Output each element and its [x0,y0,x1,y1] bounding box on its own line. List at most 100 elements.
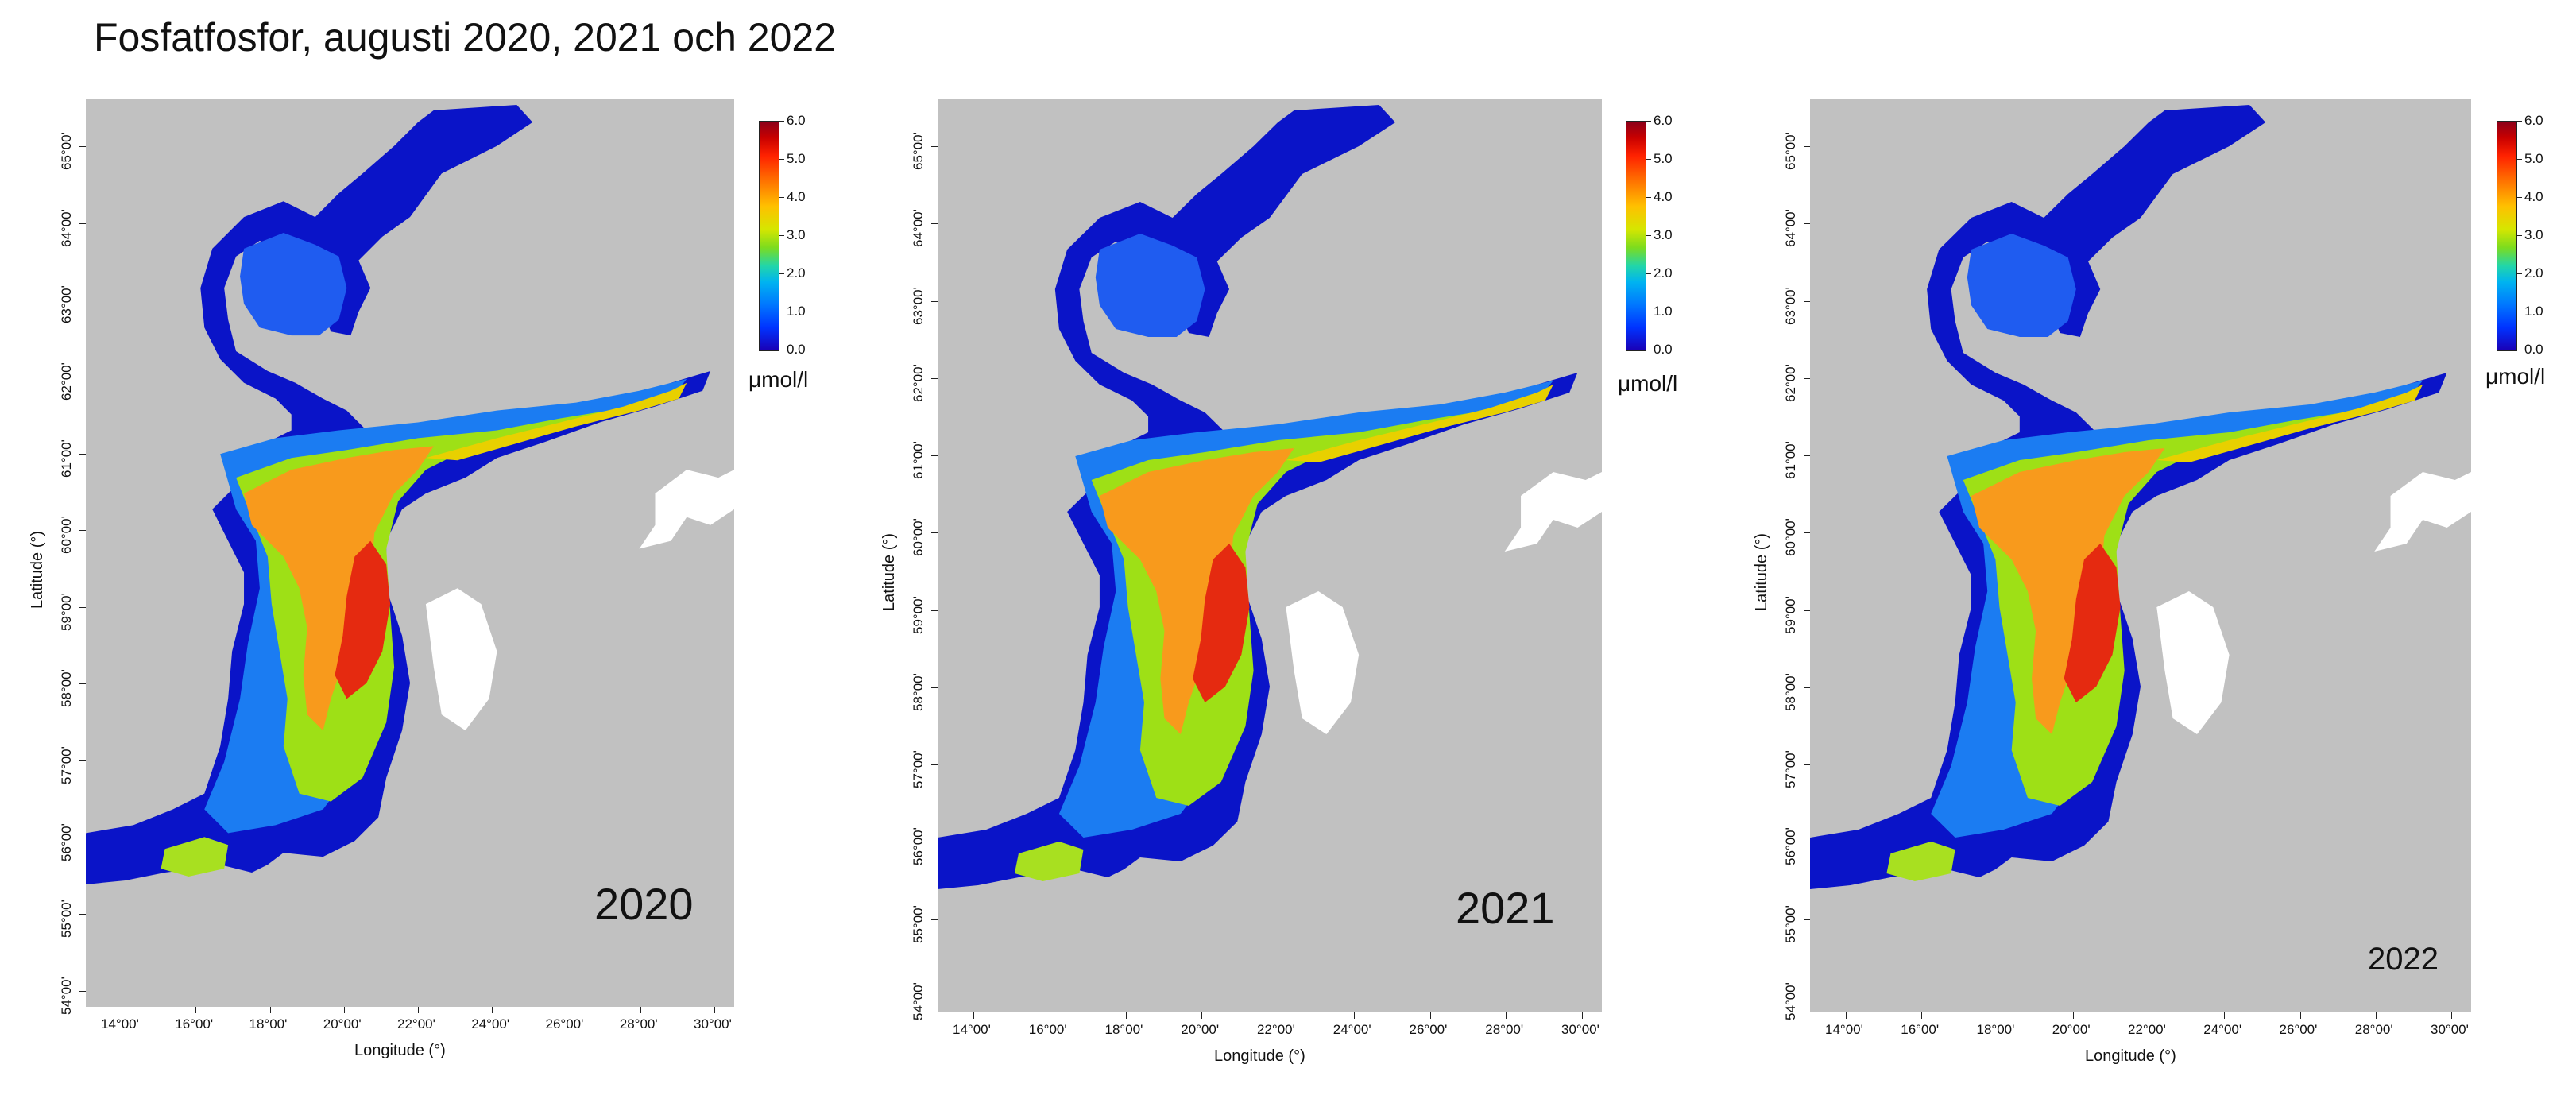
latitude-tick-label: 64°00' [59,208,74,247]
longitude-tick-label: 26°00' [2279,1022,2318,1037]
colorbar [1626,121,1646,351]
latitude-axis-title: Latitude (°) [1753,532,1770,611]
colorbar-tick-label: 6.0 [2524,113,2543,128]
latitude-tick-mark [1804,532,1810,534]
latitude-tick-mark [79,991,86,992]
longitude-axis-title: Longitude (°) [354,1042,446,1059]
colorbar-tick-mark [779,235,784,236]
latitude-tick-label: 59°00' [59,592,74,631]
no-data-area-finland [639,470,734,549]
latitude-tick-mark [79,146,86,147]
longitude-tick-label: 18°00' [1104,1022,1143,1037]
colorbar-tick-mark [1646,273,1651,274]
longitude-tick-mark [1201,1012,1203,1019]
colorbar-unit: μmol/l [1618,371,1678,396]
latitude-tick-label: 63°00' [59,285,74,324]
figure-title: Fosfatfosfor, augusti 2020, 2021 och 202… [94,15,837,60]
latitude-tick-mark [1804,223,1810,225]
latitude-tick-label: 54°00' [911,982,926,1020]
colorbar-tick-mark [779,197,784,198]
longitude-tick-label: 16°00' [1028,1022,1067,1037]
latitude-tick-label: 60°00' [911,518,926,557]
no-data-area-finland [1504,472,1602,552]
colorbar-tick-label: 6.0 [787,113,806,128]
year-label: 2020 [594,879,694,929]
colorbar-tick-mark [2516,121,2522,122]
colorbar-tick-label: 2.0 [787,265,806,281]
latitude-tick-label: 58°00' [911,673,926,711]
colorbar-unit: μmol/l [748,367,809,392]
latitude-tick-mark [1804,300,1810,302]
longitude-tick-label: 20°00' [2052,1022,2091,1037]
longitude-tick-mark [195,1007,197,1013]
colorbar-tick-label: 2.0 [2524,265,2543,281]
longitude-tick-mark [640,1007,641,1013]
longitude-tick-mark [1125,1012,1127,1019]
longitude-tick-mark [1846,1012,1847,1019]
longitude-tick-mark [714,1007,715,1013]
latitude-tick-label: 57°00' [1783,750,1798,789]
latitude-tick-label: 65°00' [59,132,74,170]
longitude-axis-title: Longitude (°) [1214,1047,1305,1065]
colorbar-tick-label: 3.0 [2524,227,2543,242]
latitude-tick-label: 61°00' [59,439,74,478]
longitude-tick-mark [973,1012,974,1019]
latitude-tick-mark [931,300,938,302]
colorbar-tick-label: 3.0 [787,227,806,242]
colorbar-tick-mark [1646,235,1651,236]
latitude-tick-label: 54°00' [59,977,74,1015]
longitude-tick-mark [2451,1012,2452,1019]
latitude-tick-mark [79,530,86,532]
longitude-tick-label: 20°00' [1181,1022,1220,1037]
latitude-tick-label: 65°00' [911,132,926,170]
colorbar-tick-label: 4.0 [1654,189,1673,204]
latitude-tick-mark [1804,764,1810,766]
colorbar [759,121,779,351]
latitude-tick-label: 61°00' [1783,441,1798,480]
longitude-tick-mark [1353,1012,1355,1019]
longitude-tick-label: 22°00' [2128,1022,2166,1037]
longitude-tick-mark [1429,1012,1431,1019]
latitude-tick-label: 55°00' [911,904,926,943]
longitude-tick-mark [1506,1012,1507,1019]
colorbar-tick-label: 1.0 [787,304,806,319]
longitude-tick-mark [269,1007,271,1013]
longitude-tick-label: 28°00' [619,1016,658,1031]
latitude-tick-label: 55°00' [1783,904,1798,943]
latitude-tick-label: 56°00' [1783,827,1798,866]
longitude-tick-label: 14°00' [1825,1022,1863,1037]
longitude-tick-label: 24°00' [1332,1022,1371,1037]
colorbar-tick-mark [1646,159,1651,160]
longitude-tick-label: 30°00' [2431,1022,2469,1037]
latitude-tick-mark [931,610,938,611]
sea-map [86,104,734,884]
colorbar-tick-label: 1.0 [2524,304,2543,319]
latitude-tick-mark [1804,455,1810,457]
colorbar-tick-label: 5.0 [2524,151,2543,166]
longitude-tick-label: 14°00' [953,1022,991,1037]
longitude-tick-label: 30°00' [1561,1022,1599,1037]
colorbar-unit: μmol/l [2485,364,2546,389]
longitude-tick-label: 26°00' [1409,1022,1448,1037]
latitude-tick-mark [79,760,86,762]
colorbar-tick-label: 5.0 [1654,151,1673,166]
longitude-tick-label: 30°00' [694,1016,732,1031]
colorbar-tick-label: 3.0 [1654,227,1673,242]
colorbar-tick-mark [779,159,784,160]
colorbar-tick-mark [2516,273,2522,274]
longitude-tick-label: 20°00' [323,1016,362,1031]
latitude-tick-label: 64°00' [1783,209,1798,248]
latitude-tick-label: 62°00' [59,362,74,401]
latitude-tick-mark [931,919,938,920]
longitude-tick-label: 22°00' [1257,1022,1295,1037]
latitude-tick-mark [79,606,86,608]
latitude-tick-label: 62°00' [911,363,926,402]
latitude-tick-mark [1804,610,1810,611]
colorbar-tick-mark [779,273,784,274]
longitude-tick-mark [2224,1012,2226,1019]
map-panel-2020 [86,99,734,1007]
longitude-tick-mark [2375,1012,2377,1019]
longitude-axis-title: Longitude (°) [2085,1047,2176,1065]
longitude-tick-label: 28°00' [2354,1022,2393,1037]
latitude-tick-mark [1804,687,1810,688]
